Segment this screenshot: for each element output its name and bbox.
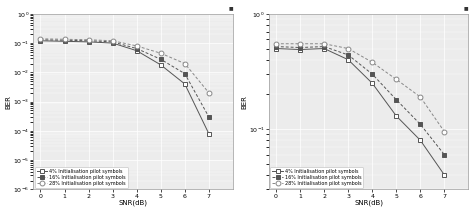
Legend: 4% Initialisation pilot symbols, 16% Initialisation pilot symbols, 28% Initialis: 4% Initialisation pilot symbols, 16% Ini… [35, 167, 128, 188]
Line: 28% Initialisation pilot symbols: 28% Initialisation pilot symbols [38, 36, 211, 95]
X-axis label: SNR(dB): SNR(dB) [354, 200, 383, 206]
16% Initialisation pilot symbols [206, 116, 212, 118]
Y-axis label: BER: BER [6, 95, 11, 109]
16% Initialisation pilot symbols [110, 41, 116, 43]
16% Initialisation pilot symbols [442, 153, 447, 156]
Line: 4% Initialisation pilot symbols: 4% Initialisation pilot symbols [273, 46, 447, 177]
28% Initialisation pilot symbols [442, 130, 447, 133]
Text: ■: ■ [228, 5, 233, 10]
Line: 16% Initialisation pilot symbols: 16% Initialisation pilot symbols [38, 37, 211, 119]
28% Initialisation pilot symbols [110, 39, 116, 42]
16% Initialisation pilot symbols [297, 46, 303, 49]
28% Initialisation pilot symbols [346, 47, 351, 50]
28% Initialisation pilot symbols [158, 52, 164, 54]
16% Initialisation pilot symbols [418, 123, 423, 126]
4% Initialisation pilot symbols [62, 40, 67, 43]
16% Initialisation pilot symbols [86, 39, 91, 42]
4% Initialisation pilot symbols [182, 83, 188, 85]
28% Initialisation pilot symbols [62, 38, 67, 40]
16% Initialisation pilot symbols [321, 45, 327, 48]
4% Initialisation pilot symbols [273, 47, 279, 50]
16% Initialisation pilot symbols [346, 54, 351, 56]
4% Initialisation pilot symbols [346, 59, 351, 61]
28% Initialisation pilot symbols [134, 45, 139, 47]
28% Initialisation pilot symbols [393, 78, 399, 81]
4% Initialisation pilot symbols [297, 48, 303, 51]
4% Initialisation pilot symbols [393, 115, 399, 117]
4% Initialisation pilot symbols [418, 139, 423, 142]
4% Initialisation pilot symbols [37, 39, 43, 42]
Legend: 4% Initialisation pilot symbols, 16% Initialisation pilot symbols, 28% Initialis: 4% Initialisation pilot symbols, 16% Ini… [270, 167, 364, 188]
Text: ■: ■ [464, 5, 468, 10]
4% Initialisation pilot symbols [321, 47, 327, 50]
28% Initialisation pilot symbols [297, 42, 303, 45]
28% Initialisation pilot symbols [273, 42, 279, 45]
16% Initialisation pilot symbols [158, 58, 164, 61]
4% Initialisation pilot symbols [86, 41, 91, 43]
4% Initialisation pilot symbols [158, 64, 164, 66]
4% Initialisation pilot symbols [206, 132, 212, 135]
Line: 16% Initialisation pilot symbols: 16% Initialisation pilot symbols [273, 44, 447, 157]
4% Initialisation pilot symbols [110, 42, 116, 44]
16% Initialisation pilot symbols [273, 45, 279, 48]
4% Initialisation pilot symbols [442, 174, 447, 176]
Line: 4% Initialisation pilot symbols: 4% Initialisation pilot symbols [38, 38, 211, 136]
4% Initialisation pilot symbols [134, 49, 139, 52]
Line: 28% Initialisation pilot symbols: 28% Initialisation pilot symbols [273, 41, 447, 134]
4% Initialisation pilot symbols [369, 82, 375, 85]
28% Initialisation pilot symbols [418, 96, 423, 98]
16% Initialisation pilot symbols [182, 73, 188, 75]
28% Initialisation pilot symbols [37, 38, 43, 40]
28% Initialisation pilot symbols [321, 42, 327, 45]
28% Initialisation pilot symbols [86, 38, 91, 41]
16% Initialisation pilot symbols [134, 47, 139, 50]
16% Initialisation pilot symbols [37, 38, 43, 41]
28% Initialisation pilot symbols [206, 92, 212, 94]
28% Initialisation pilot symbols [182, 62, 188, 65]
Y-axis label: BER: BER [241, 95, 247, 109]
16% Initialisation pilot symbols [393, 98, 399, 101]
16% Initialisation pilot symbols [369, 73, 375, 75]
16% Initialisation pilot symbols [62, 39, 67, 42]
28% Initialisation pilot symbols [369, 61, 375, 64]
X-axis label: SNR(dB): SNR(dB) [118, 200, 147, 206]
